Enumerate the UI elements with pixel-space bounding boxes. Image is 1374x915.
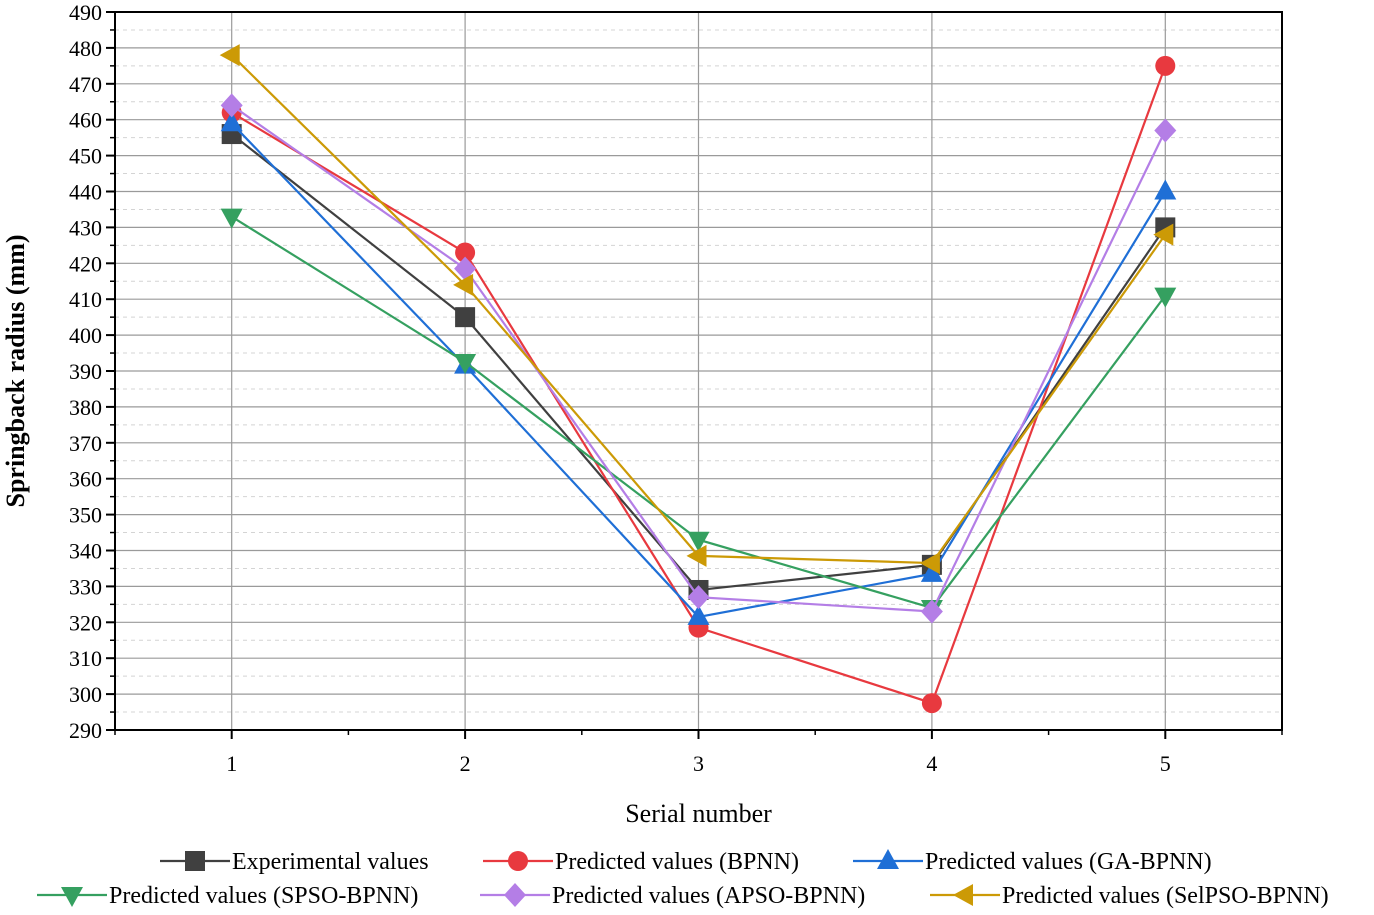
series-3 [220, 111, 1177, 625]
y-tick-label: 360 [69, 467, 102, 492]
data-point [1153, 223, 1174, 246]
x-tick-label: 4 [926, 751, 937, 776]
data-point [454, 354, 477, 375]
y-tick-label: 350 [69, 503, 102, 528]
legend-entry: Predicted values (GA-BPNN) [853, 849, 1212, 875]
y-tick-label: 370 [69, 431, 102, 456]
data-point [920, 561, 943, 582]
legend-marker [953, 884, 973, 906]
data-point [1154, 179, 1177, 200]
y-tick-label: 470 [69, 72, 102, 97]
legend-label: Predicted values (APSO-BPNN) [552, 883, 865, 909]
y-tick-label: 320 [69, 610, 102, 635]
legend-marker [877, 849, 899, 869]
data-point [1154, 287, 1177, 308]
y-tick-label: 410 [69, 287, 102, 312]
y-axis: 290 300 310 320 330 340 350 360 370 380 390 400 410 4… [69, 0, 115, 743]
legend-marker [504, 883, 526, 907]
legend-entry: Predicted values (BPNN) [483, 849, 799, 875]
y-tick-label: 290 [69, 718, 102, 743]
legend-label: Predicted values (SelPSO-BPNN) [1002, 883, 1329, 909]
data-point [687, 585, 710, 610]
x-axis: 1 2 3 4 5 [114, 730, 1283, 776]
y-tick-label: 390 [69, 359, 102, 384]
data-point [455, 307, 476, 328]
y-tick-label: 300 [69, 682, 102, 707]
legend-label: Predicted values (SPSO-BPNN) [109, 883, 418, 909]
legend-marker [508, 851, 528, 871]
series-5 [220, 93, 1177, 624]
y-tick-label: 490 [69, 0, 102, 25]
x-tick-label: 1 [226, 751, 237, 776]
x-tick-label: 5 [1160, 751, 1171, 776]
y-axis-title: Springback radius (mm) [1, 234, 30, 507]
y-tick-label: 480 [69, 36, 102, 61]
y-tick-label: 310 [69, 646, 102, 671]
data-point [921, 693, 942, 714]
data-point [220, 111, 243, 132]
data-point [687, 531, 710, 552]
data-point [455, 242, 476, 263]
data-point [919, 552, 940, 575]
x-tick-label: 3 [693, 751, 704, 776]
y-tick-label: 330 [69, 574, 102, 599]
y-tick-label: 420 [69, 251, 102, 276]
y-tick-label: 380 [69, 395, 102, 420]
legend-marker [61, 887, 83, 907]
legend-label: Experimental values [232, 849, 429, 875]
data-point [453, 273, 474, 296]
series-group [219, 44, 1177, 714]
x-axis-title: Serial number [625, 799, 772, 828]
series-4 [220, 208, 1177, 620]
x-tick-label: 2 [460, 751, 471, 776]
legend-label: Predicted values (BPNN) [555, 849, 799, 875]
data-point [220, 93, 243, 118]
legend-marker [185, 851, 205, 871]
y-tick-label: 450 [69, 144, 102, 169]
data-point [1155, 55, 1176, 76]
legend-entry: Predicted values (SelPSO-BPNN) [930, 883, 1329, 909]
legend-entry: Predicted values (APSO-BPNN) [480, 883, 865, 909]
data-point [454, 256, 477, 281]
data-point [1154, 118, 1177, 143]
legend-entry: Predicted values (SPSO-BPNN) [37, 883, 418, 909]
y-tick-label: 400 [69, 323, 102, 348]
y-tick-label: 430 [69, 215, 102, 240]
legend: Experimental values Predicted values (BPN… [37, 849, 1329, 909]
data-point [219, 44, 240, 67]
y-tick-label: 340 [69, 539, 102, 564]
data-point [220, 208, 243, 229]
data-point [686, 544, 707, 567]
legend-label: Predicted values (GA-BPNN) [925, 849, 1212, 875]
y-tick-label: 460 [69, 108, 102, 133]
data-point [920, 599, 943, 624]
y-tick-label: 440 [69, 180, 102, 205]
series-6 [219, 44, 1174, 575]
data-point [687, 604, 710, 625]
legend-entry: Experimental values [160, 849, 429, 875]
